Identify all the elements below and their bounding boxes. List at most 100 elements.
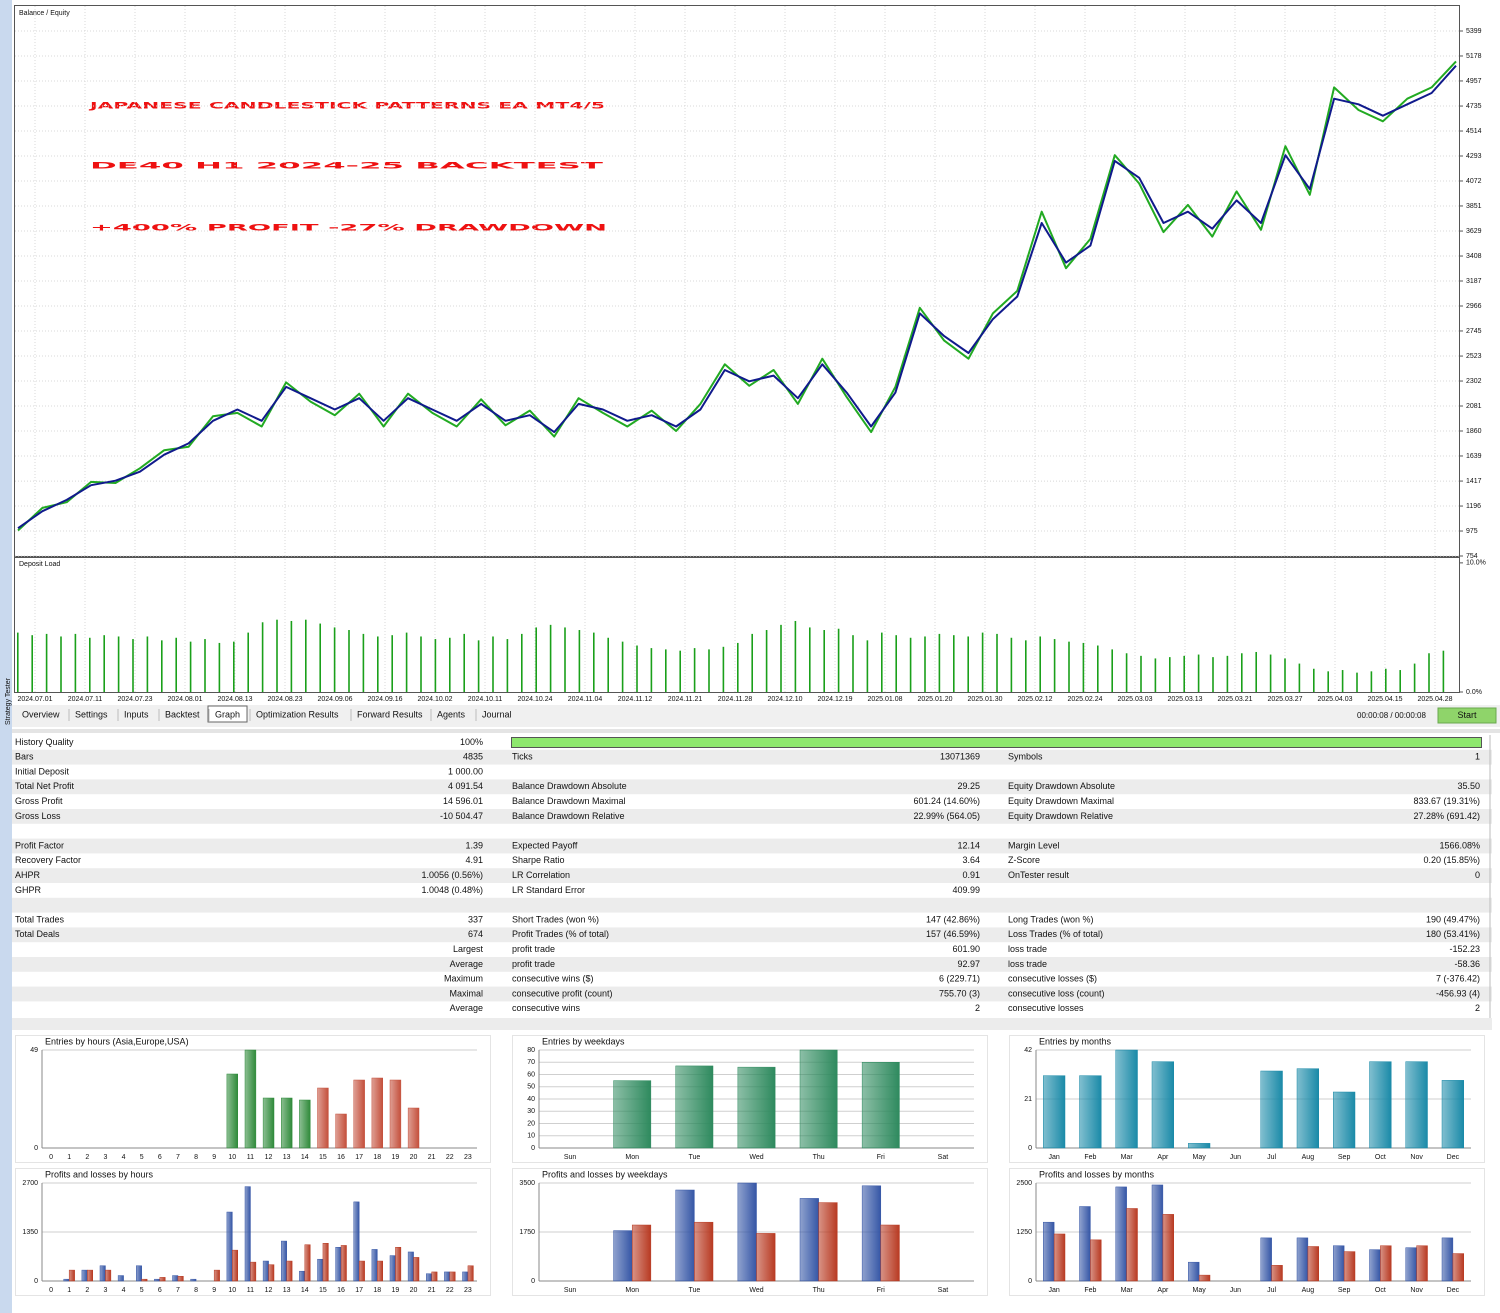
y-tick-label: 4735 [1466, 103, 1482, 110]
report-cell: 147 (42.86%) [926, 914, 980, 924]
report-cell: Balance Drawdown Absolute [512, 781, 627, 791]
x-tick-label: Mon [625, 1287, 639, 1294]
report-cell: -58.36 [1454, 959, 1480, 969]
bar [467, 1265, 474, 1282]
tab[interactable]: Overview [22, 709, 60, 719]
start-label[interactable]: Start [1457, 710, 1477, 720]
x-tick-label: Nov [1410, 1287, 1423, 1294]
deposit-bar [708, 649, 710, 692]
y-tick-label: 4072 [1466, 178, 1482, 185]
bar [737, 1182, 757, 1282]
report-cell: Short Trades (won %) [512, 914, 599, 924]
bar [1043, 1221, 1055, 1282]
deposit-bar [1269, 654, 1272, 692]
x-tick-label: 2024.07.23 [117, 696, 152, 703]
report-cell: profit trade [512, 959, 555, 969]
report-cell: OnTester result [1008, 870, 1070, 880]
tab[interactable]: Journal [482, 709, 512, 719]
legend-entry: Balance [19, 10, 44, 17]
bar [262, 1097, 275, 1149]
bar [1260, 1237, 1272, 1282]
x-tick-label: 2 [85, 1154, 89, 1161]
deposit-bar [1385, 668, 1387, 692]
x-tick-label: 15 [319, 1287, 327, 1294]
x-tick-label: 21 [428, 1287, 436, 1294]
bar [880, 1224, 900, 1282]
x-tick-label: 12 [265, 1287, 273, 1294]
x-tick-label: 3 [103, 1154, 107, 1161]
tab[interactable]: Inputs [124, 709, 149, 719]
x-tick-label: 9 [212, 1287, 216, 1294]
bar [213, 1269, 220, 1282]
x-tick-label: Sun [564, 1154, 577, 1161]
deposit-bar [1039, 636, 1041, 692]
bar [407, 1107, 420, 1149]
quality-bar [511, 737, 1482, 748]
deposit-bar [391, 635, 393, 692]
report-cell: consecutive losses [1008, 1003, 1084, 1013]
bar [177, 1276, 184, 1282]
report-cell: 13071369 [940, 752, 980, 762]
row-shade [12, 897, 1492, 913]
deposit-bar [737, 642, 739, 692]
report-cell: LR Standard Error [512, 885, 585, 895]
deposit-bar [881, 632, 883, 692]
deposit-bar [1068, 641, 1070, 692]
x-tick-label: 23 [464, 1287, 472, 1294]
sidebar-label: Strategy Tester [5, 677, 12, 725]
report-cell: Profit Trades (% of total) [512, 929, 609, 939]
tab[interactable]: Agents [437, 709, 466, 719]
x-tick-label: 4 [122, 1154, 126, 1161]
tab[interactable]: Graph [215, 709, 240, 719]
tab[interactable]: Optimization Results [256, 709, 339, 719]
x-tick-label: 2025.02.24 [1067, 696, 1102, 703]
deposit-bar [218, 642, 221, 692]
report-cell: consecutive wins ($) [512, 974, 594, 984]
x-tick-label: 20 [410, 1287, 418, 1294]
deposit-bar [938, 633, 941, 692]
y-tick-label: 10.0% [1466, 560, 1486, 567]
chart-title: Entries by hours (Asia,Europe,USA) [45, 1036, 189, 1046]
deposit-bar [895, 635, 897, 692]
bar [1151, 1184, 1164, 1282]
deposit-bar [593, 632, 595, 692]
report-cell: -456.93 (4) [1436, 988, 1480, 998]
tab[interactable]: Settings [75, 709, 108, 719]
bar [99, 1265, 106, 1282]
report-cell: 29.25 [957, 781, 980, 791]
chart-title: Entries by months [1039, 1036, 1112, 1046]
report-cell: History Quality [15, 737, 74, 747]
tab[interactable]: Backtest [165, 709, 200, 719]
y-tick-label: 30 [527, 1108, 535, 1115]
y-tick-label: 2745 [1466, 328, 1482, 335]
deposit-bar [146, 636, 149, 692]
report-cell: Maximum [444, 974, 483, 984]
y-tick-label: 3851 [1466, 203, 1482, 210]
bar [281, 1240, 287, 1282]
legend-entry: Equity [50, 10, 70, 17]
deposit-bar [794, 620, 797, 692]
y-tick-label: 2500 [1016, 1180, 1032, 1187]
report-cell: consecutive wins [512, 1003, 581, 1013]
deposit-bar [809, 627, 811, 692]
bar [87, 1269, 93, 1282]
report-cell: AHPR [15, 870, 41, 880]
bar [1271, 1265, 1283, 1282]
tab[interactable]: Forward Results [357, 709, 423, 719]
bar [371, 1249, 378, 1282]
x-tick-label: 2 [85, 1287, 89, 1294]
tab-active[interactable] [207, 705, 248, 723]
deposit-bar [837, 628, 840, 692]
x-tick-label: 2025.03.21 [1217, 696, 1252, 703]
bar [159, 1277, 166, 1282]
x-tick-label: 2024.11.04 [568, 696, 603, 703]
bar [68, 1269, 75, 1282]
x-tick-label: Wed [749, 1154, 763, 1161]
start-button[interactable] [1437, 707, 1497, 724]
x-tick-label: Thu [813, 1154, 825, 1161]
deposit-bar [1399, 670, 1401, 692]
y-tick-label: 10 [527, 1133, 535, 1140]
x-tick-label: 2024.07.11 [68, 696, 103, 703]
y-tick-label: 49 [30, 1047, 38, 1054]
series-line [17, 65, 1457, 530]
